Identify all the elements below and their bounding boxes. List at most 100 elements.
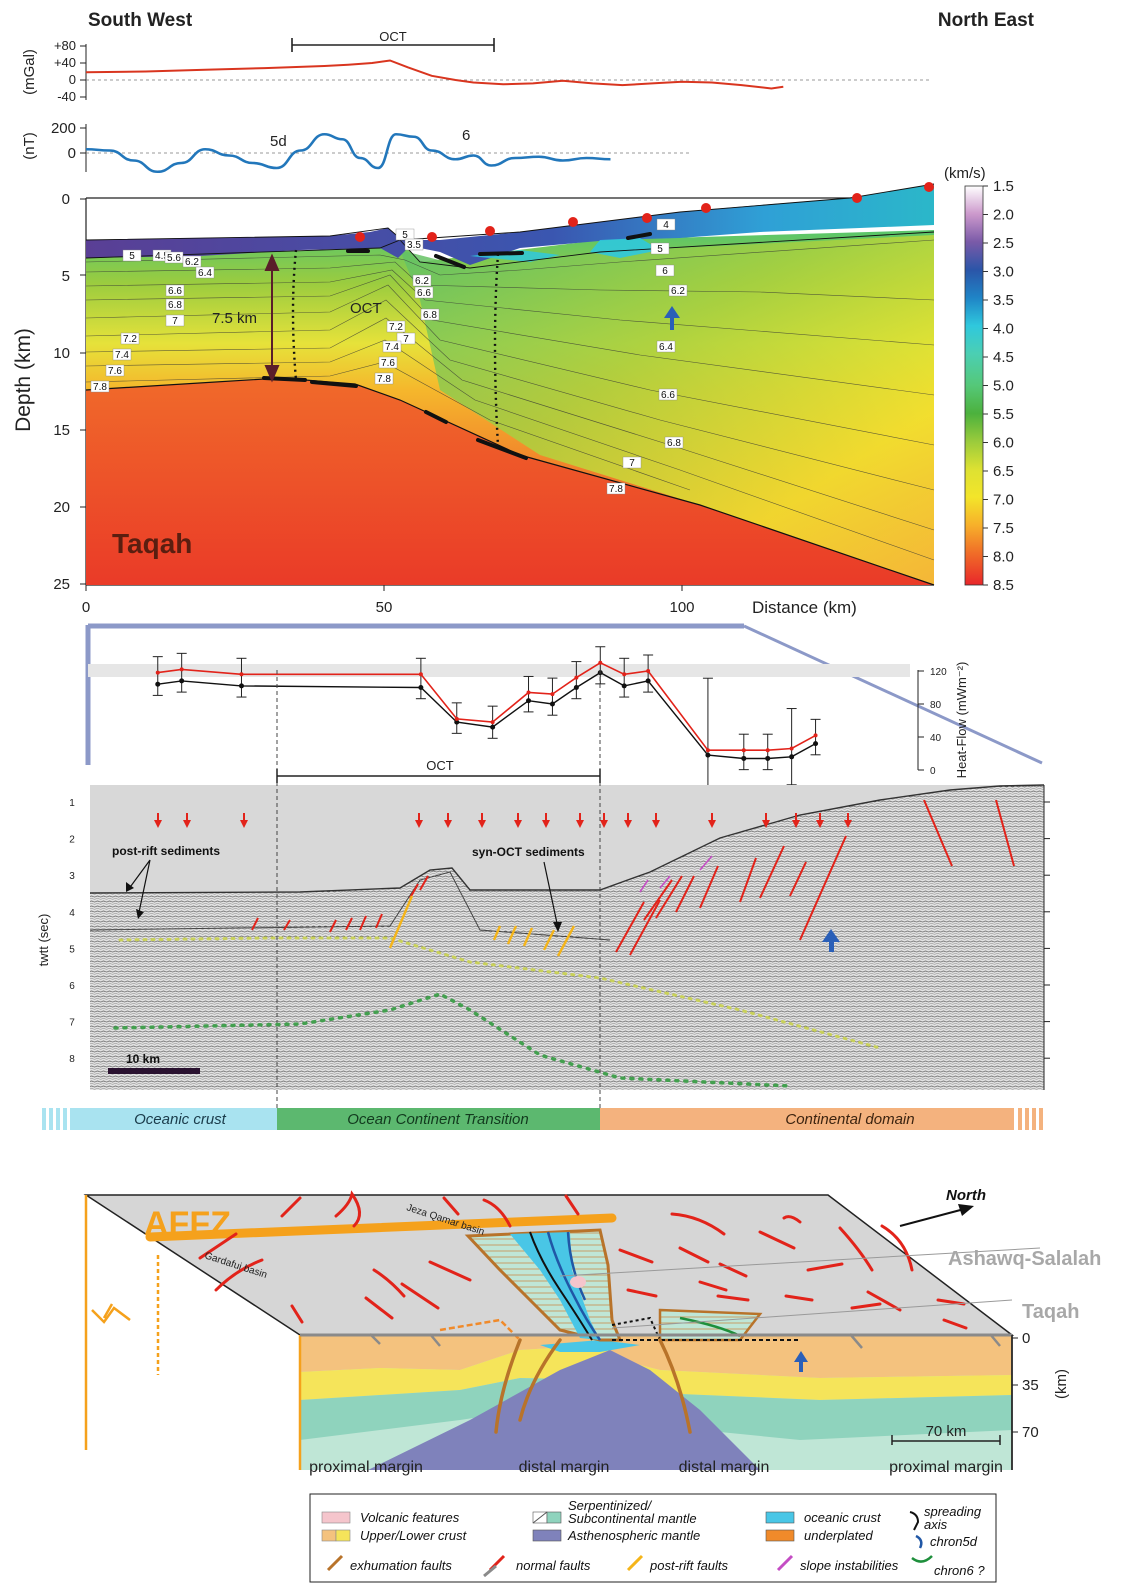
velocity-contour-label: 6.6 [414, 286, 434, 299]
svg-text:7.6: 7.6 [108, 366, 122, 377]
velocity-contour-label: 7.8 [606, 482, 626, 495]
heat-flow-point [179, 678, 185, 684]
svg-text:6.2: 6.2 [185, 257, 199, 268]
legend-swatch-volcanic [321, 1511, 351, 1524]
heat-flow-point [789, 746, 794, 751]
svg-text:7: 7 [629, 458, 635, 469]
heat-flow-ticks: 120 80 40 0 [918, 667, 947, 777]
heat-flow-point [645, 678, 651, 684]
heat-flow-tick: 0 [930, 766, 936, 777]
heat-flow-point [239, 672, 244, 677]
magnetic-tick: 200 [51, 120, 76, 137]
svg-text:3.5: 3.5 [407, 240, 421, 251]
velocity-contour-label: 7.4 [382, 340, 402, 353]
obs-marker [427, 232, 437, 242]
legend-normal-faults: normal faults [516, 1558, 591, 1573]
crust-thickness-label: 7.5 km [212, 310, 257, 327]
oct-bracket-seismic: OCT [276, 758, 601, 783]
svg-text:5: 5 [657, 244, 663, 255]
twtt-axis-label: twtt (sec) [36, 914, 51, 967]
heat-flow-black-series [157, 671, 816, 760]
gravity-tick: 0 [69, 72, 76, 87]
station-arrow [157, 813, 159, 821]
heat-flow-point [490, 720, 495, 725]
heat-flow-tick: 80 [930, 700, 942, 711]
station-arrow [542, 820, 550, 828]
svg-text:7.8: 7.8 [609, 484, 623, 495]
chron-5d-label: 5d [270, 133, 287, 150]
colorbar-tick: 4.5 [993, 349, 1014, 366]
mantle-region [86, 378, 934, 585]
distance-ticks: 0 50 100 Distance (km) [82, 585, 857, 617]
twtt-ticks: 1 2 3 4 5 6 7 8 [69, 798, 1050, 1065]
post-rift-faults [388, 895, 576, 957]
station-arrow [708, 820, 716, 828]
oct-model-label: OCT [350, 300, 382, 317]
north-arrow: North [899, 1187, 986, 1227]
twtt-tick: 7 [69, 1018, 75, 1029]
legend-asthenosphere: Asthenospheric mantle [567, 1528, 700, 1543]
station-arrow [762, 820, 770, 828]
colorbar-ticks: 1.5 2.0 2.5 3.0 3.5 4.0 4.5 5.0 5.5 6.0 6.5 7.0 7.5 8… [983, 178, 1014, 594]
distance-tick: 100 [669, 599, 694, 616]
legend-serpentinized: Serpentinized/ [568, 1498, 652, 1513]
heat-flow-point [418, 672, 423, 677]
depth-tick: 20 [53, 499, 70, 516]
distance-tick: 50 [376, 599, 393, 616]
velocity-contour-label: 7 [396, 332, 416, 345]
velocity-contour-label: 7 [622, 456, 642, 469]
svg-text:6.8: 6.8 [667, 438, 681, 449]
velocity-contour-label: 6.8 [664, 436, 684, 449]
header-northeast: North East [938, 10, 1035, 31]
station-arrow [415, 820, 423, 828]
continental-domain-label: Continental domain [785, 1111, 914, 1128]
depth-tick: 10 [53, 345, 70, 362]
twtt-tick: 4 [69, 908, 75, 919]
oceanic-crust-label: Oceanic crust [134, 1111, 227, 1128]
legend-exhumation: exhumation faults [350, 1558, 452, 1573]
svg-text:6.6: 6.6 [661, 390, 675, 401]
velocity-contour-label: 5 [122, 249, 142, 262]
svg-text:7.4: 7.4 [115, 350, 129, 361]
lower-crust-layer [300, 1345, 1012, 1400]
legend: Volcanic features Upper/Lower crust Serp… [309, 1493, 997, 1583]
heat-flow-point [550, 692, 555, 697]
station-arrow [545, 813, 547, 821]
colorbar-tick: 8.0 [993, 549, 1014, 566]
gravity-curve [85, 59, 784, 90]
heat-flow-point [765, 755, 771, 761]
colorbar-ramp [964, 185, 984, 586]
heat-flow-axis-label: Heat-Flow (mWm⁻²) [954, 662, 969, 779]
colorbar-tick: 2.5 [993, 235, 1014, 252]
oct-domain-label: Ocean Continent Transition [347, 1111, 529, 1128]
colorbar-tick: 6.0 [993, 435, 1014, 452]
colorbar-tick: 1.5 [993, 178, 1014, 195]
heat-flow-point [741, 755, 747, 761]
legend-underplated: underplated [804, 1528, 873, 1543]
svg-text:5: 5 [402, 230, 408, 241]
legend-oceanic-crust: oceanic crust [804, 1510, 882, 1525]
twtt-tick: 5 [69, 944, 75, 955]
ashawq-salalah-label: Ashawq-Salalah [948, 1248, 1101, 1270]
velocity-contour-label: 7.8 [90, 380, 110, 393]
gravity-tick: -40 [57, 89, 76, 104]
velocity-contour-label: 6.8 [420, 308, 440, 321]
heat-flow-point [646, 669, 651, 673]
block-depth-unit: (km) [1053, 1369, 1070, 1399]
magnetic-curve [85, 132, 611, 174]
heat-flow-point [155, 670, 160, 675]
svg-text:7.4: 7.4 [385, 342, 399, 353]
velocity-contour-label: 6.2 [182, 255, 202, 268]
colorbar-tick: 3.5 [993, 292, 1014, 309]
heat-flow-point [705, 752, 711, 758]
heat-flow-point [813, 733, 818, 738]
svg-text:6.2: 6.2 [671, 286, 685, 297]
velocity-contour-label: 6 [655, 264, 675, 277]
heat-flow-point [418, 685, 424, 690]
svg-text:6: 6 [662, 266, 668, 277]
taqah-label: Taqah [1022, 1301, 1079, 1323]
oceanic-corridor-top [510, 1232, 600, 1340]
velocity-contour-label: 7 [165, 314, 185, 327]
heat-flow-point [454, 716, 459, 721]
heat-flow-tick: 40 [930, 733, 942, 744]
